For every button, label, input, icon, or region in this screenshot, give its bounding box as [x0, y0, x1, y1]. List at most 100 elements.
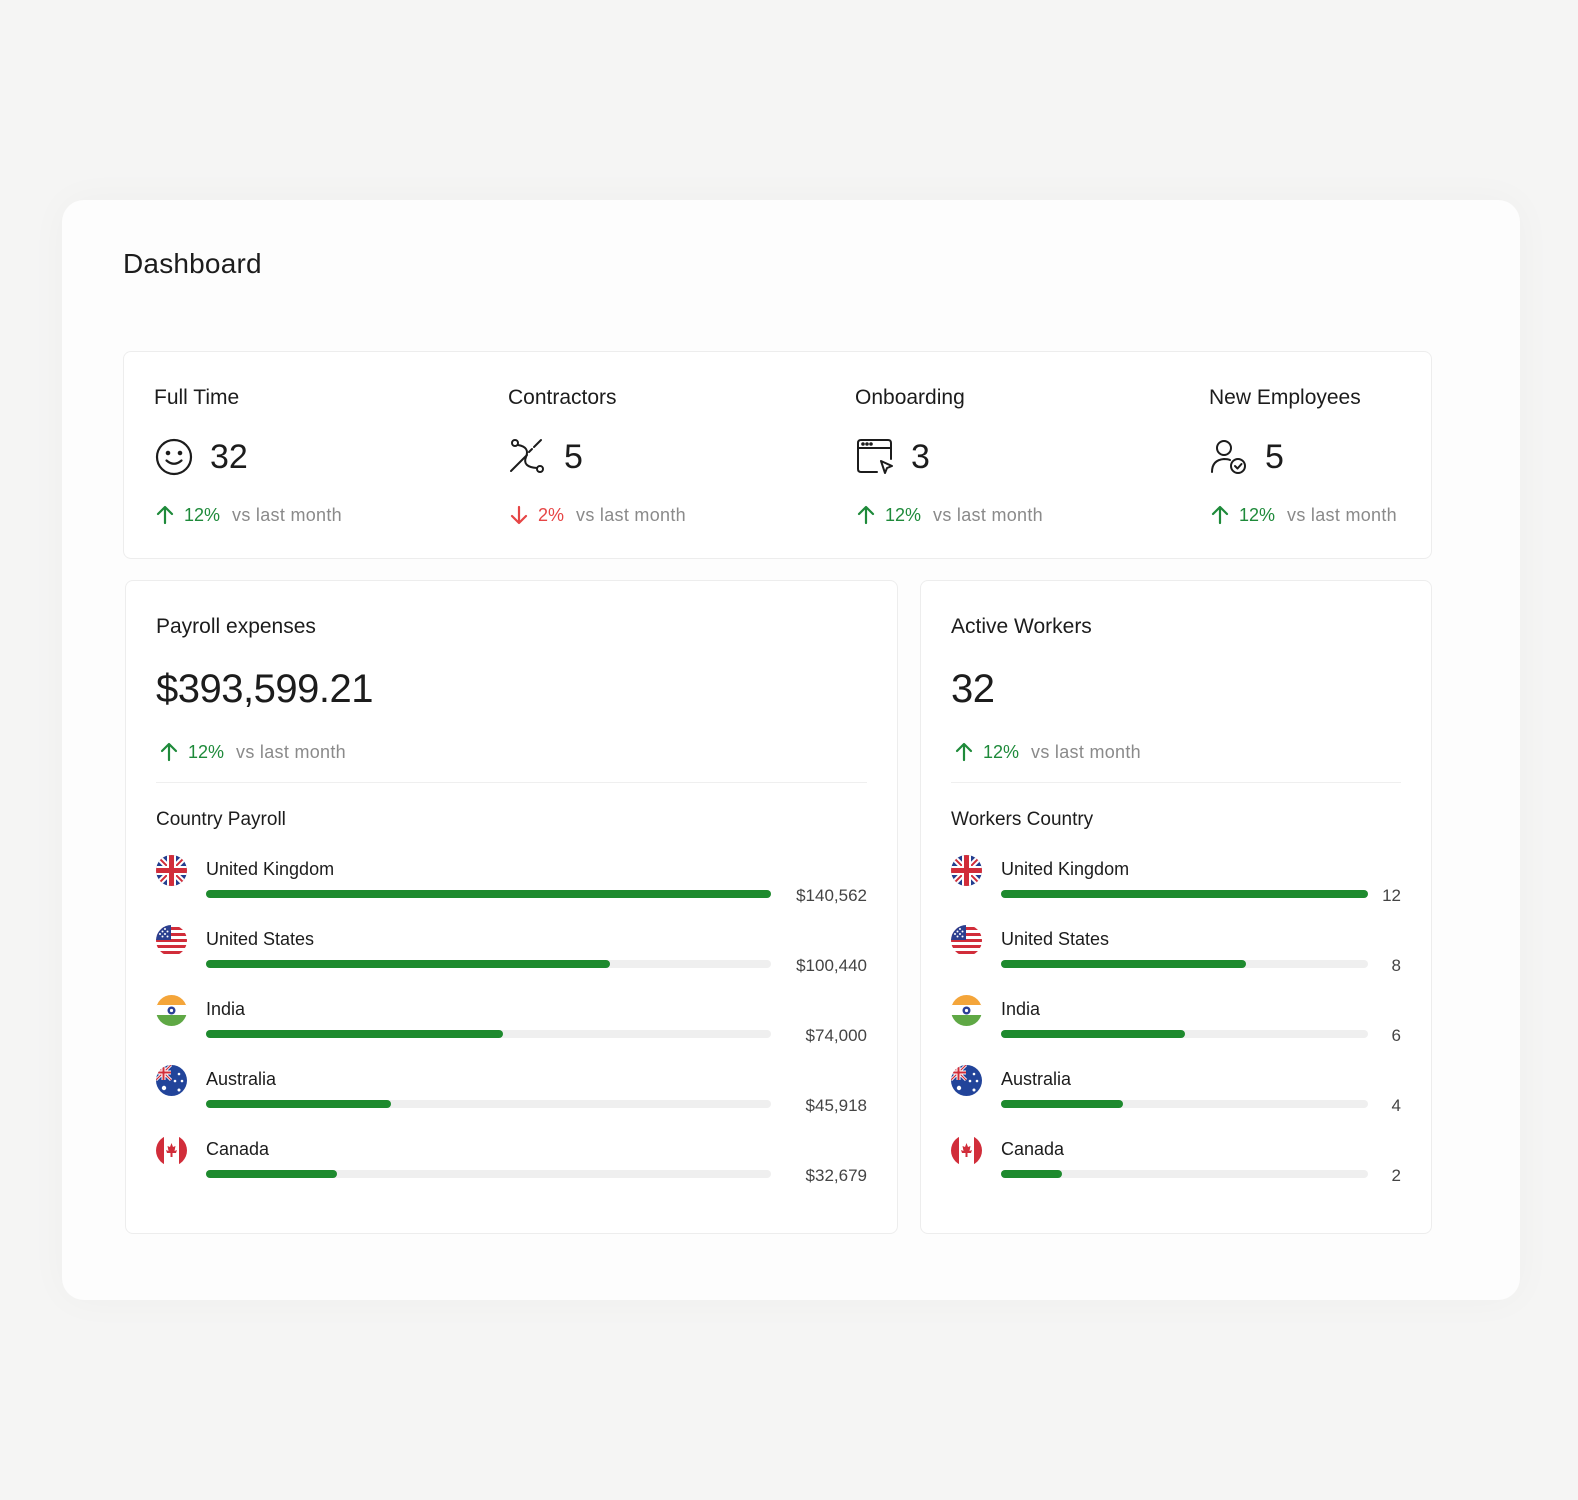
active-workers-count: 32 [951, 667, 995, 711]
country-name: Australia [1001, 1069, 1072, 1089]
bar-fill [206, 1100, 391, 1108]
stat-value: 3 [911, 438, 930, 476]
list-item: United States $100,440 [156, 923, 867, 993]
bar-fill [206, 1030, 504, 1038]
list-item: Canada 2 [951, 1133, 1401, 1203]
us-flag-icon [156, 925, 187, 956]
list-item: United States 8 [951, 923, 1401, 993]
stat-label: Full Time [154, 386, 240, 409]
list-item: India 6 [951, 993, 1401, 1063]
workers-panel: Active Workers 32 12% vs last month Work… [920, 580, 1432, 1234]
bar-fill [1001, 1170, 1063, 1178]
australia-flag-icon [156, 1065, 187, 1096]
trend-percent: 12% [885, 504, 922, 525]
country-name: United Kingdom [1001, 859, 1130, 879]
row-value: 12 [1382, 886, 1401, 905]
stat-label: Onboarding [855, 386, 965, 409]
page-title: Dashboard [123, 248, 262, 279]
row-value: $45,918 [805, 1096, 867, 1115]
list-item: Australia 4 [951, 1063, 1401, 1133]
bar-track [1001, 1030, 1368, 1038]
country-name: Canada [1001, 1139, 1065, 1159]
stat-label: New Employees [1209, 386, 1361, 409]
bar-track [1001, 1100, 1368, 1108]
india-flag-icon [156, 995, 187, 1026]
trend-percent: 12% [188, 741, 225, 762]
workers-trend: 12% vs last month [953, 741, 1141, 763]
arrow-up-icon [160, 742, 178, 762]
list-item: United Kingdom 12 [951, 853, 1401, 923]
bar-track [206, 1030, 771, 1038]
row-value: 2 [1391, 1166, 1401, 1185]
trend-percent: 2% [538, 504, 565, 525]
payroll-trend: 12% vs last month [158, 741, 346, 763]
divider [156, 782, 867, 783]
us-flag-icon [951, 925, 982, 956]
payroll-panel: Payroll expenses $393,599.21 12% vs last… [125, 580, 898, 1234]
panel-title: Payroll expenses [156, 615, 316, 638]
trend-percent: 12% [983, 741, 1020, 762]
payroll-total: $393,599.21 [156, 667, 373, 711]
arrow-up-icon [857, 505, 875, 525]
country-name: India [206, 999, 246, 1019]
canada-flag-icon [156, 1135, 187, 1166]
country-payroll-list: United Kingdom $140,562 United States $100,… [156, 853, 867, 1203]
canada-flag-icon [951, 1135, 982, 1166]
bar-fill [1001, 1100, 1124, 1108]
country-name: United Kingdom [206, 859, 335, 879]
trend-text: vs last month [1287, 504, 1397, 525]
stat-trend: 12% vs last month [154, 504, 342, 526]
bar-fill [206, 960, 610, 968]
row-value: $140,562 [796, 886, 867, 905]
stat-label: Contractors [508, 386, 617, 409]
stat-value: 5 [1265, 438, 1284, 476]
bar-track [206, 960, 771, 968]
list-item: Canada $32,679 [156, 1133, 867, 1203]
row-value: $74,000 [805, 1026, 867, 1045]
australia-flag-icon [951, 1065, 982, 1096]
bar-track [1001, 890, 1368, 898]
bar-track [206, 890, 771, 898]
row-value: 6 [1391, 1026, 1401, 1045]
country-name: United States [1001, 929, 1110, 949]
country-name: United States [206, 929, 315, 949]
stats-strip: Full Time 32 12% vs last month Contracto… [123, 351, 1432, 559]
country-name: India [1001, 999, 1041, 1019]
bar-fill [206, 1170, 338, 1178]
bar-fill [206, 890, 771, 898]
row-value: $100,440 [796, 956, 867, 975]
arrow-down-icon [510, 505, 528, 525]
list-item: Australia $45,918 [156, 1063, 867, 1133]
trend-text: vs last month [232, 504, 342, 525]
bar-track [206, 1100, 771, 1108]
row-value: 8 [1391, 956, 1401, 975]
trend-text: vs last month [236, 741, 346, 762]
stat-trend: 2% vs last month [508, 504, 686, 526]
workers-country-list: United Kingdom 12 United States 8 India 6 Aust… [951, 853, 1401, 1203]
stat-trend: 12% vs last month [855, 504, 1043, 526]
bar-track [1001, 1170, 1368, 1178]
stat-value: 5 [564, 438, 583, 476]
smile-icon [154, 437, 194, 477]
arrow-up-icon [156, 505, 174, 525]
trend-text: vs last month [576, 504, 686, 525]
uk-flag-icon [156, 855, 187, 886]
panel-title: Active Workers [951, 615, 1092, 638]
row-value: 4 [1391, 1096, 1401, 1115]
path-icon [508, 437, 548, 477]
list-item: India $74,000 [156, 993, 867, 1063]
bar-fill [1001, 960, 1246, 968]
row-value: $32,679 [805, 1166, 867, 1185]
trend-text: vs last month [933, 504, 1043, 525]
india-flag-icon [951, 995, 982, 1026]
arrow-up-icon [955, 742, 973, 762]
trend-percent: 12% [1239, 504, 1276, 525]
trend-percent: 12% [184, 504, 221, 525]
stat-value: 32 [210, 438, 248, 476]
country-name: Australia [206, 1069, 277, 1089]
arrow-up-icon [1211, 505, 1229, 525]
uk-flag-icon [951, 855, 982, 886]
bar-track [1001, 960, 1368, 968]
bar-fill [1001, 1030, 1185, 1038]
section-title: Country Payroll [156, 809, 286, 830]
